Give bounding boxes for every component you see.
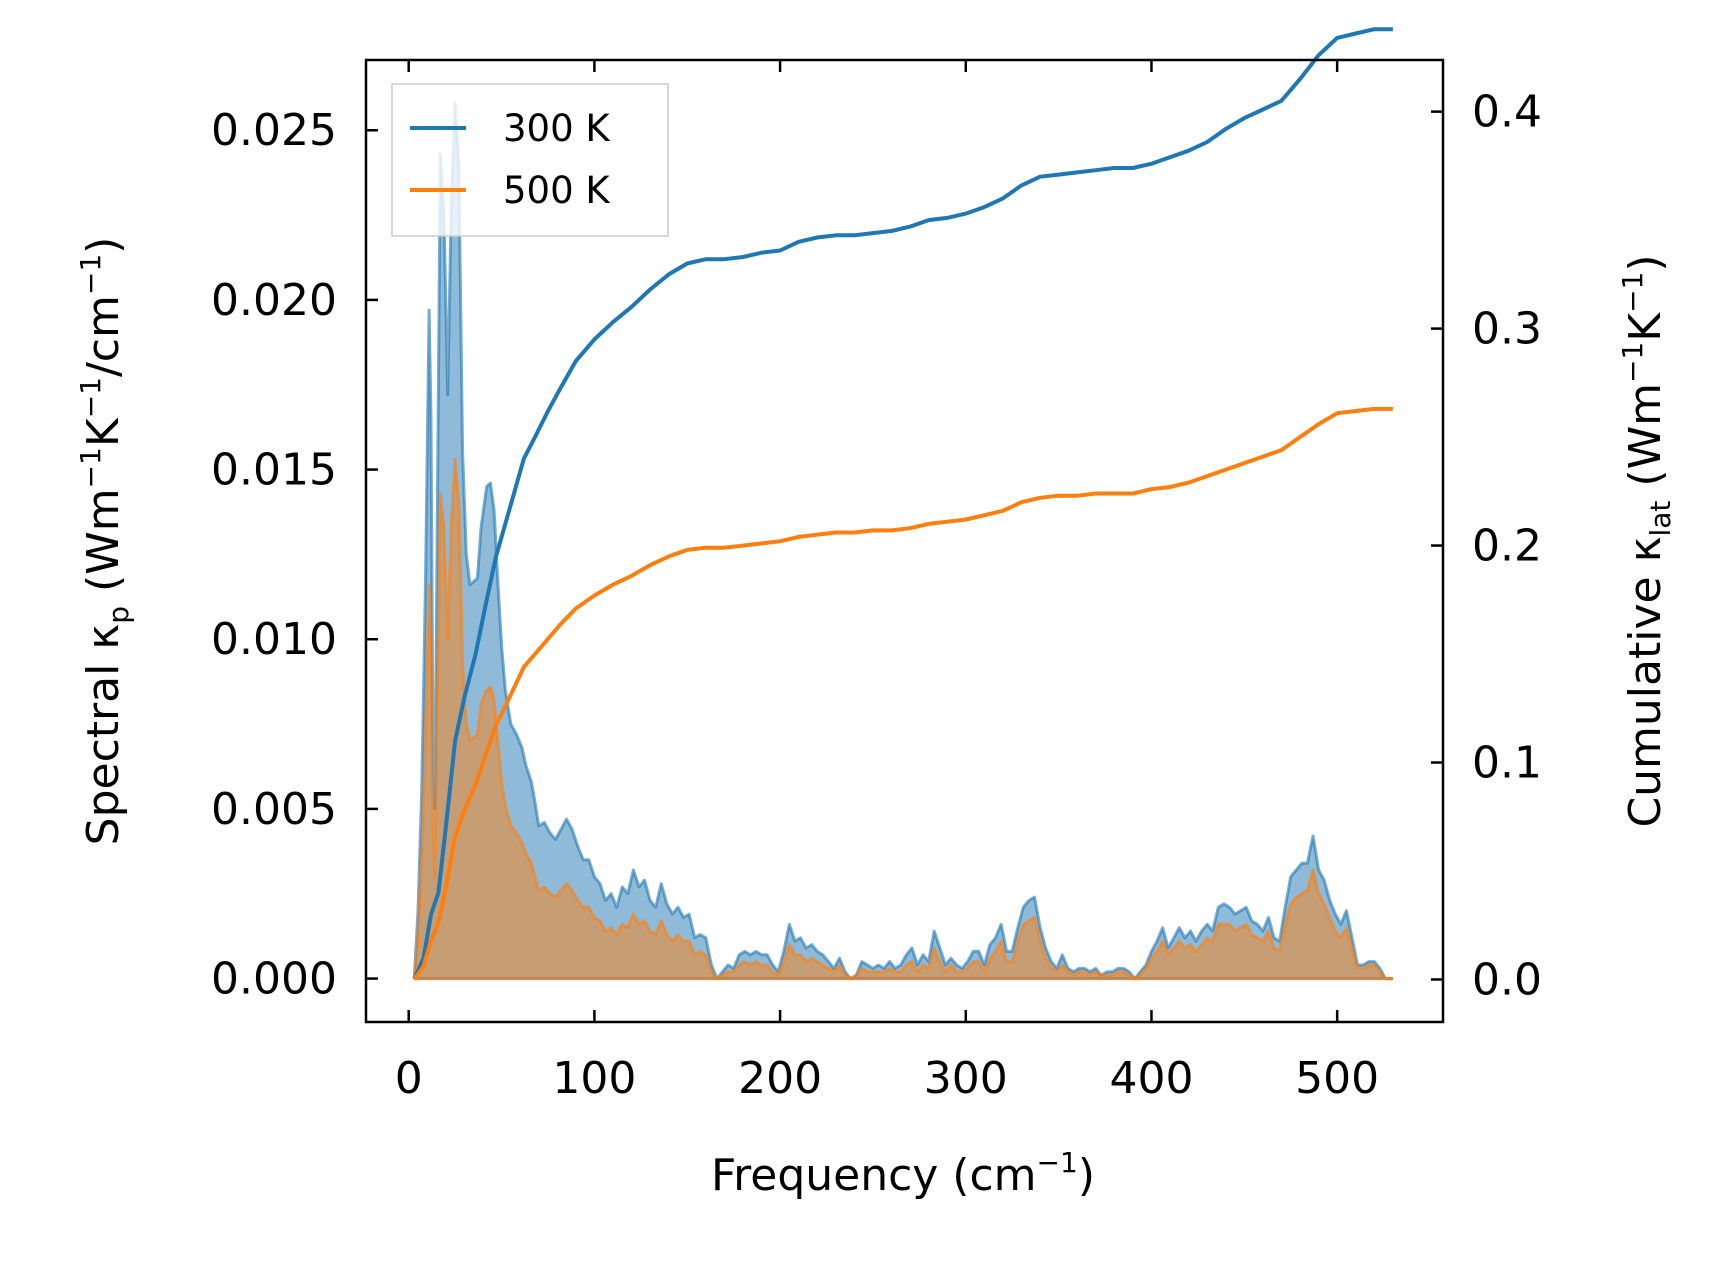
- x-tick-label: 300: [924, 1053, 1008, 1104]
- x-axis-ticks: 0 100 200 300 400 500: [395, 60, 1379, 1104]
- cumulative-line-500-k-cumulative: [412, 406, 1393, 981]
- y-left-tick-label: 0.020: [211, 275, 337, 326]
- x-tick-label: 400: [1109, 1053, 1193, 1104]
- spectral-line-500-k: [412, 457, 1393, 981]
- cumulative-lines: [412, 27, 1393, 981]
- y-right-tick-label: 0.2: [1472, 521, 1542, 572]
- x-tick-label: 200: [738, 1053, 822, 1104]
- y-left-tick-label: 0.010: [211, 614, 337, 665]
- spectral-lines: [412, 101, 1393, 981]
- plot-frame: [364, 58, 1445, 1024]
- y-left-tick-label: 0.025: [211, 105, 337, 156]
- y-left-tick-label: 0.005: [211, 784, 337, 835]
- y-left-axis-label: Spectral κp (Wm−1K−1/cm−1): [74, 237, 135, 846]
- x-tick-label: 0: [395, 1053, 423, 1104]
- plot-area: [412, 27, 1393, 981]
- spectral-fills: [414, 103, 1393, 979]
- y-left-tick-label: 0.000: [211, 954, 337, 1005]
- y-right-tick-label: 0.1: [1472, 738, 1542, 789]
- y-right-tick-label: 0.3: [1472, 304, 1542, 355]
- y-left-axis-ticks: 0.000 0.005 0.010 0.015 0.020 0.025: [211, 105, 378, 1005]
- x-tick-label: 100: [552, 1053, 636, 1104]
- legend: 300 K 500 K: [391, 83, 669, 237]
- y-right-tick-label: 0.0: [1472, 954, 1542, 1005]
- x-axis-label: Frequency (cm−1): [711, 1146, 1095, 1201]
- y-right-axis-ticks: 0.0 0.1 0.2 0.3 0.4: [1431, 87, 1542, 1005]
- legend-label-300k: 300 K: [503, 107, 611, 150]
- y-right-tick-label: 0.4: [1472, 87, 1542, 138]
- y-right-axis-label: Cumulative κlat (Wm−1K−1): [1616, 254, 1677, 827]
- cumulative-line-300-k-cumulative: [412, 27, 1393, 981]
- fill-area-500-k: [414, 459, 1393, 979]
- legend-label-500k: 500 K: [503, 169, 611, 212]
- y-left-tick-label: 0.015: [211, 445, 337, 496]
- spectral-line-300-k: [412, 101, 1393, 981]
- legend-box: [391, 83, 669, 237]
- x-tick-label: 500: [1295, 1053, 1379, 1104]
